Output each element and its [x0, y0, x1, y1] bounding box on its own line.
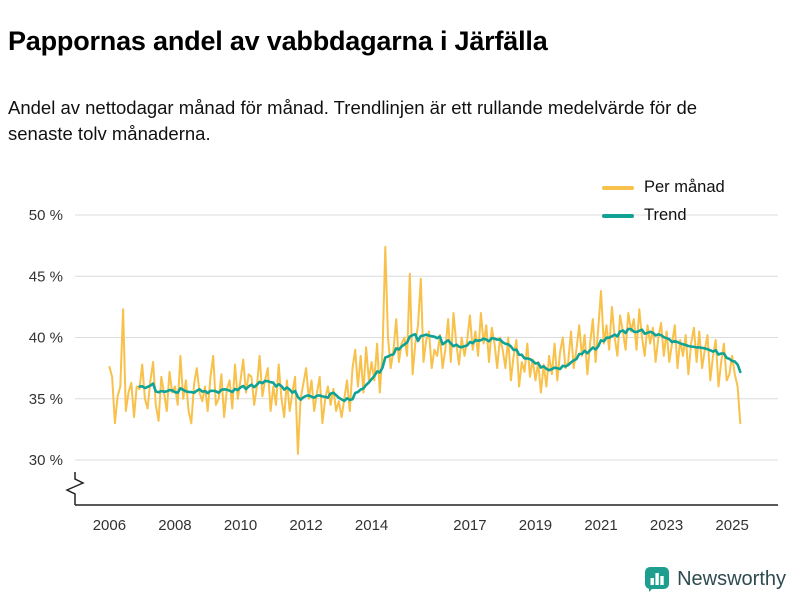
line-chart: 30 % 35 % 40 % 45 % 50 % 2006 2008 2010 2012 2014…: [29, 207, 778, 534]
monthly-line-swatch: [602, 185, 634, 190]
newsworthy-icon: [645, 567, 670, 592]
svg-text:2023: 2023: [650, 517, 683, 534]
svg-text:50 %: 50 %: [29, 207, 63, 224]
chart-subtitle: Andel av nettodagar månad för månad. Tre…: [8, 96, 698, 144]
legend-item-monthly: Per månad: [602, 178, 725, 197]
newsworthy-logo-link[interactable]: Newsworthy: [644, 566, 786, 592]
svg-text:2008: 2008: [158, 517, 191, 534]
svg-text:2025: 2025: [715, 517, 748, 534]
svg-text:2017: 2017: [453, 517, 486, 534]
svg-text:2012: 2012: [289, 517, 322, 534]
newsworthy-brand-text: Newsworthy: [677, 567, 786, 590]
trend-line-swatch: [602, 213, 634, 218]
chart-area: 30 % 35 % 40 % 45 % 50 % 2006 2008 2010 2012 2014…: [0, 150, 800, 550]
svg-text:30 %: 30 %: [29, 452, 63, 469]
svg-text:2021: 2021: [584, 517, 617, 534]
svg-text:2010: 2010: [224, 517, 257, 534]
chart-legend: Per månad Trend: [602, 178, 725, 225]
legend-label-trend: Trend: [644, 206, 687, 224]
svg-text:2006: 2006: [93, 517, 126, 534]
svg-text:40 %: 40 %: [29, 330, 63, 347]
svg-text:2019: 2019: [519, 517, 552, 534]
svg-text:2014: 2014: [355, 517, 388, 534]
legend-item-trend: Trend: [602, 206, 725, 225]
svg-text:45 %: 45 %: [29, 268, 63, 285]
page-title: Pappornas andel av vabbdagarna i Järfäll…: [8, 26, 548, 57]
legend-label-monthly: Per månad: [644, 178, 725, 196]
svg-text:35 %: 35 %: [29, 391, 63, 408]
